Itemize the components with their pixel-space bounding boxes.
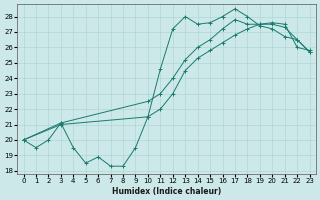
X-axis label: Humidex (Indice chaleur): Humidex (Indice chaleur)	[112, 187, 221, 196]
